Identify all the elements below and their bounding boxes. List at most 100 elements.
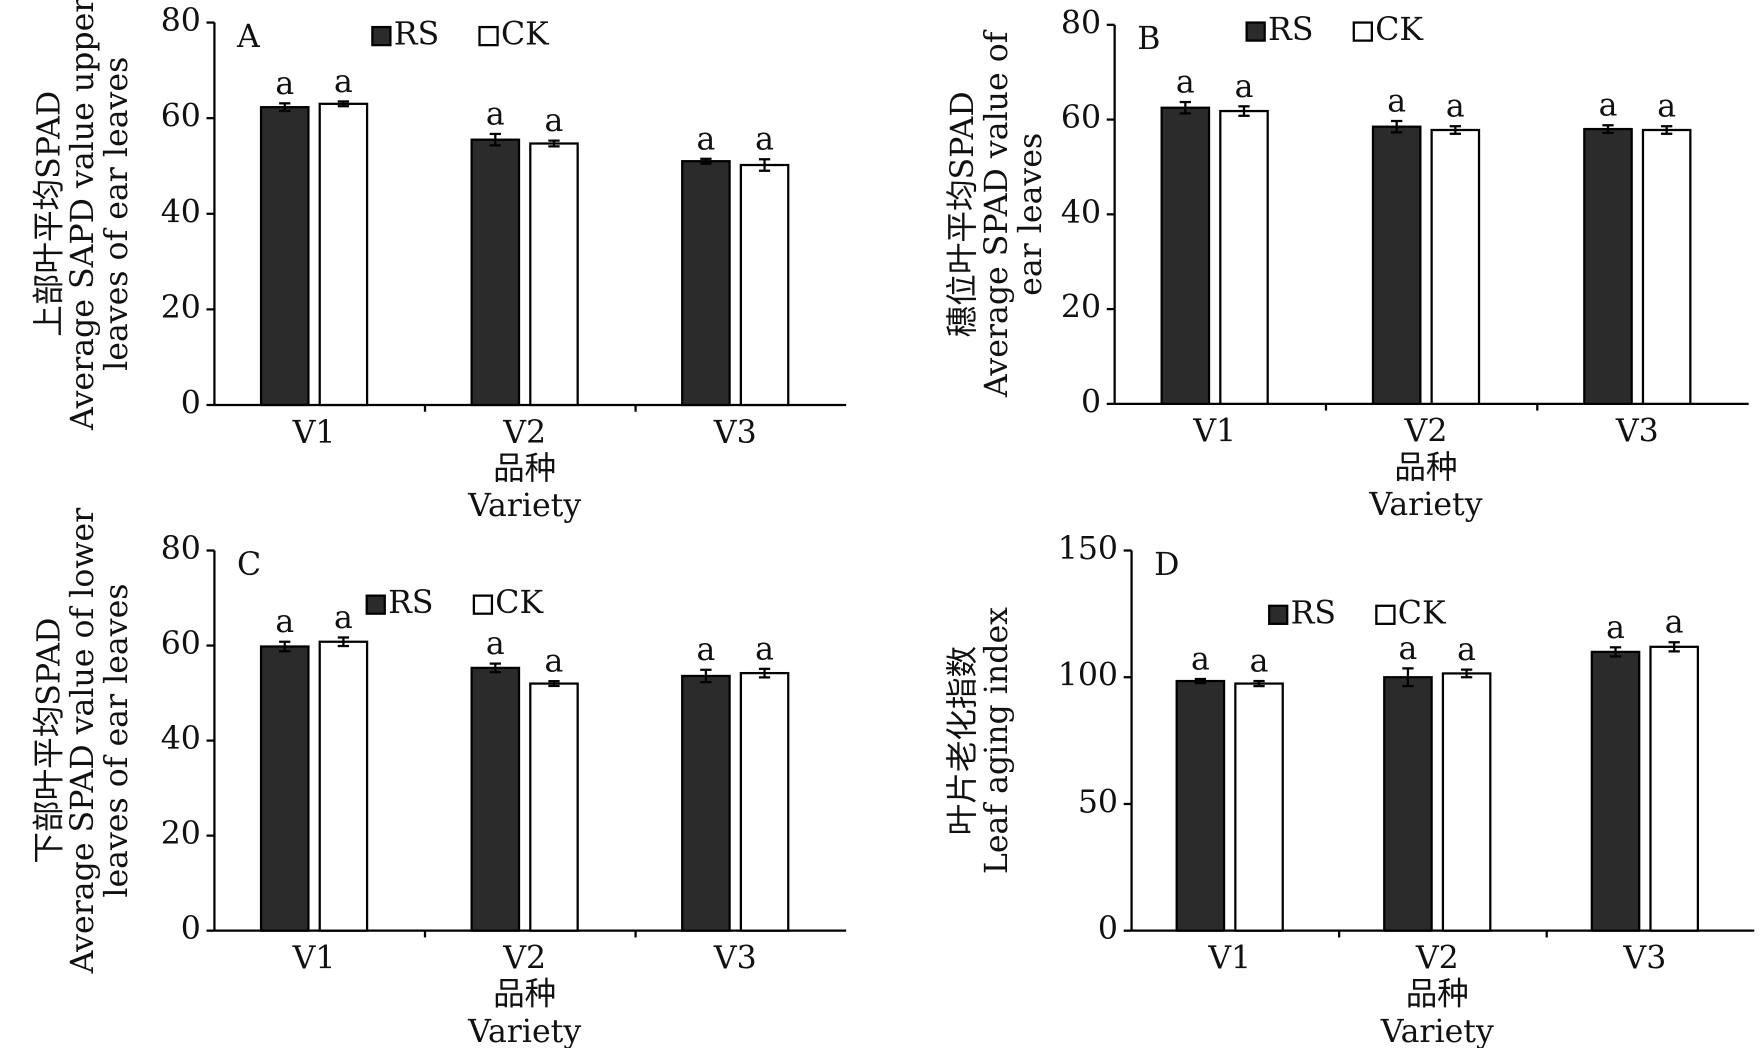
legend-swatch [1352, 21, 1373, 42]
y-tick-label: 150 [1058, 531, 1118, 567]
error-bar [1194, 677, 1207, 685]
y-tick-label: 60 [161, 626, 201, 662]
y-tick-label: 80 [161, 531, 201, 567]
y-tick-label: 40 [161, 194, 201, 230]
y-tick-label: 80 [161, 3, 201, 39]
x-tick-label: V2 [502, 941, 546, 977]
bar [1383, 676, 1433, 932]
significance-letter: a [1387, 83, 1406, 119]
y-tick-label: 20 [161, 290, 201, 326]
significance-letter: a [1235, 69, 1254, 105]
error-bar [1609, 646, 1622, 658]
significance-letter: a [334, 64, 353, 100]
legend-swatch [371, 25, 392, 47]
y-tick-label: 60 [1061, 100, 1101, 136]
significance-letter: a [1176, 64, 1195, 100]
y-axis-label: ear leaves [1013, 133, 1049, 296]
significance-letter: a [275, 66, 294, 102]
bar [259, 106, 310, 407]
x-tick-label: V2 [502, 415, 546, 451]
significance-letter: a [696, 632, 715, 668]
y-tick-label: 100 [1058, 658, 1118, 694]
error-bar [700, 157, 712, 165]
significance-letter: a [1665, 605, 1684, 641]
x-tick-label: V1 [292, 415, 336, 451]
x-axis-label: Variety [1368, 487, 1482, 523]
bar [259, 645, 310, 932]
significance-letter: a [755, 631, 774, 667]
bar [1219, 109, 1269, 405]
y-axis-label: Average SPAD value of [979, 29, 1015, 398]
y-axis-label: 下部叶平均SPAD [31, 618, 67, 864]
legend-label: RS [1268, 12, 1313, 48]
significance-letter: a [486, 96, 505, 132]
y-tick-label: 50 [1078, 784, 1118, 820]
x-tick-label: V2 [1404, 414, 1448, 450]
error-bar [489, 132, 501, 147]
bar [1175, 679, 1226, 932]
error-bar [1253, 679, 1265, 688]
y-axis-label: Leaf aging index [979, 607, 1015, 874]
x-tick-label: V3 [713, 941, 757, 977]
significance-letter: a [755, 122, 774, 158]
legend-swatch [478, 25, 499, 47]
error-bar [1179, 100, 1191, 115]
y-tick-label: 0 [181, 911, 201, 947]
panel-label: B [1137, 21, 1160, 57]
bar [1641, 128, 1692, 405]
error-bar [1449, 125, 1461, 135]
x-tick-label: V1 [1192, 414, 1236, 450]
legend-swatch [365, 594, 386, 615]
legend-label: CK [1375, 12, 1424, 48]
bar [739, 671, 790, 932]
error-bar [279, 102, 291, 113]
error-bar [548, 139, 560, 148]
y-tick-label: 20 [161, 816, 201, 852]
error-bar [548, 680, 560, 688]
bar [318, 640, 369, 932]
error-bar [1460, 668, 1473, 679]
panel-label: C [237, 547, 261, 583]
significance-letter: a [275, 604, 294, 640]
bar [529, 682, 579, 932]
x-axis-label: 品种 [493, 451, 556, 487]
x-axis-label: 品种 [1394, 450, 1457, 486]
legend-label: CK [501, 17, 550, 53]
significance-letter: a [545, 103, 564, 139]
error-bar [1391, 119, 1403, 134]
error-bar [1661, 125, 1673, 135]
bar [1590, 650, 1641, 932]
y-axis-label: Average SPAD value of lower [65, 507, 101, 974]
bar [1160, 106, 1211, 405]
legend-label: RS [394, 17, 439, 53]
y-axis-label: leaves of ear leaves [99, 57, 135, 371]
legend-swatch [1375, 604, 1396, 625]
legend-label: RS [1291, 595, 1336, 631]
y-tick-label: 0 [1081, 384, 1101, 420]
x-tick-label: V3 [713, 415, 757, 451]
significance-letter: a [334, 600, 353, 636]
significance-letter: a [1599, 88, 1618, 124]
significance-letter: a [696, 121, 715, 157]
y-axis-label: Average SAPD value upper [65, 0, 101, 431]
bar [681, 674, 731, 932]
legend-label: RS [388, 585, 433, 621]
significance-letter: a [1250, 643, 1269, 679]
error-bar [337, 100, 350, 108]
bar [1430, 128, 1481, 405]
x-axis-label: 品种 [1406, 977, 1469, 1013]
y-tick-label: 0 [1098, 911, 1118, 947]
significance-letter: a [1399, 631, 1418, 667]
panel-label: A [236, 19, 261, 55]
legend-swatch [1268, 604, 1289, 625]
bar [1441, 672, 1492, 932]
panel-label: D [1154, 547, 1179, 583]
x-tick-label: V3 [1615, 414, 1659, 450]
error-bar [279, 640, 291, 653]
y-axis-label: 叶片老化指数 [945, 646, 981, 835]
error-bar [337, 636, 350, 648]
y-tick-label: 20 [1061, 290, 1101, 326]
x-axis-label: 品种 [493, 977, 556, 1013]
